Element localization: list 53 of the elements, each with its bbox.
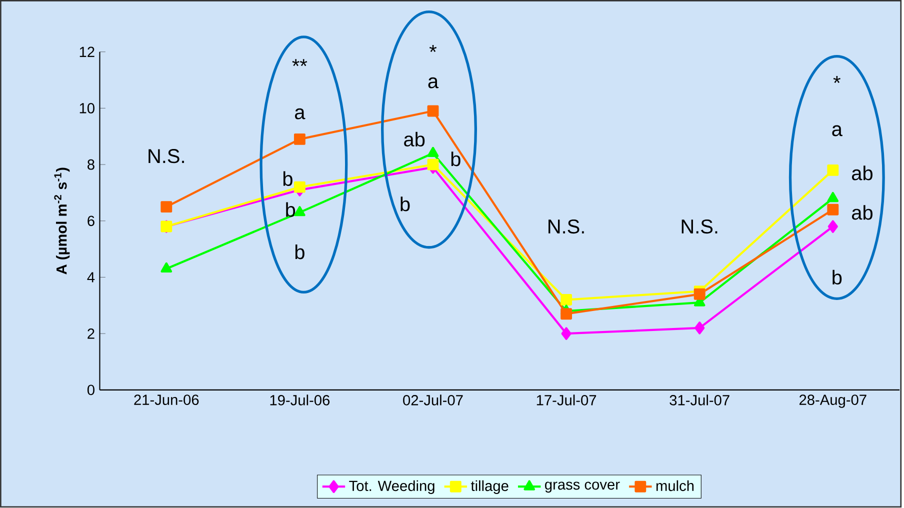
annotation: a	[832, 125, 842, 136]
point	[694, 322, 705, 335]
point	[827, 204, 839, 216]
annotation: b	[286, 202, 296, 218]
point	[827, 164, 839, 176]
legend-label: mulch	[656, 480, 694, 492]
point	[427, 159, 439, 170]
annotation: *	[429, 45, 437, 52]
y-tick-label: 12	[80, 46, 94, 58]
y-tick-label: 10	[80, 103, 94, 114]
annotation: b	[400, 196, 410, 212]
annotation: b	[283, 171, 292, 186]
annotation: a	[295, 108, 306, 120]
point	[827, 192, 839, 202]
x-tick-label: 02-Jul-07	[403, 394, 463, 406]
y-axis-title: A (µmol m$^{-2}$ s$^{-1}$)	[54, 168, 70, 275]
point	[560, 308, 572, 320]
annotation: ab	[852, 166, 872, 180]
annotation: N.S.	[548, 220, 584, 234]
legend-label: Tot. Weeding	[349, 480, 434, 494]
x-tick-label: 21-Jun-06	[134, 394, 199, 406]
x-tick-label: 31-Jul-07	[670, 394, 730, 406]
point	[560, 294, 572, 306]
point	[561, 327, 572, 340]
y-tick-label: 0	[87, 384, 94, 396]
point	[160, 262, 172, 273]
annotation: **	[292, 59, 308, 66]
annotation: N.S.	[682, 220, 718, 234]
annotation: b	[295, 244, 304, 260]
annotation: *	[833, 76, 840, 84]
point	[294, 206, 306, 216]
point	[427, 105, 439, 117]
point	[294, 134, 306, 146]
y-tick-label: 8	[88, 160, 94, 170]
legend-label: tillage	[470, 480, 508, 494]
annotation: a	[428, 78, 439, 88]
annotation: b	[451, 152, 460, 166]
point	[160, 201, 172, 213]
x-tick-label: 19-Jul-06	[270, 394, 330, 406]
y-tick-label: 6	[88, 216, 94, 226]
annotation: ab	[404, 132, 425, 147]
annotation: N.S.	[148, 149, 184, 164]
x-tick-label: 17-Jul-07	[536, 394, 596, 406]
point	[294, 182, 306, 193]
x-tick-label: 28-Aug-07	[799, 394, 866, 408]
point	[694, 288, 706, 300]
y-tick-label: 4	[87, 272, 95, 282]
point	[828, 220, 838, 234]
annotation: ab	[852, 205, 872, 220]
point	[427, 147, 439, 158]
y-tick-label: 2	[88, 328, 94, 339]
annotation: b	[832, 270, 842, 285]
legend-label: grass cover	[545, 482, 620, 493]
